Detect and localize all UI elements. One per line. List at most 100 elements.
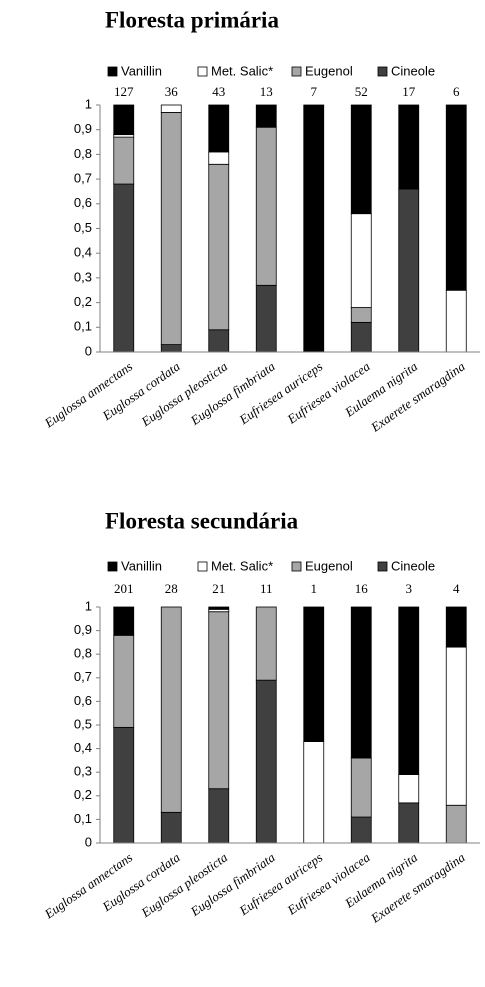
bar-segment <box>350 213 372 308</box>
y-tick-label: 0,3 <box>74 269 92 284</box>
bar-segment <box>398 802 420 844</box>
bar-segment <box>398 606 420 775</box>
y-tick-label: 0,2 <box>74 787 92 802</box>
x-tick-label: Euglossa pleosticta <box>138 358 231 429</box>
bar-count: 13 <box>260 84 273 99</box>
bar-segment <box>160 112 182 345</box>
bar-segment <box>160 811 182 844</box>
y-tick-label: 0,2 <box>74 294 92 309</box>
chart-title: Floresta primária <box>105 7 279 32</box>
bar-count: 6 <box>453 84 460 99</box>
y-tick-label: 0,4 <box>74 245 92 260</box>
bar-segment <box>255 104 277 128</box>
x-tick-label: Eufriesea violacea <box>284 849 373 918</box>
bar-segment <box>445 646 467 806</box>
y-tick-label: 1 <box>85 96 92 111</box>
legend-label: Met. Salic* <box>211 63 273 78</box>
bar-segment <box>350 321 372 353</box>
bar-segment <box>255 284 277 353</box>
bar-count: 3 <box>406 581 413 596</box>
y-tick-label: 0,7 <box>74 669 92 684</box>
y-tick-label: 0,8 <box>74 146 92 161</box>
legend-swatch <box>197 66 208 77</box>
x-tick-label: Eufriesea violacea <box>284 358 373 427</box>
bar-count: 11 <box>260 581 273 596</box>
bar-segment <box>113 634 135 728</box>
legend-label: Cineole <box>391 63 435 78</box>
bar-segment <box>208 606 230 610</box>
y-tick-label: 1 <box>85 598 92 613</box>
bar-segment <box>255 126 277 286</box>
x-tick-label: Euglossa fimbriata <box>187 358 278 428</box>
x-tick-label: Eufriesea auriceps <box>236 850 326 919</box>
legend-label: Vanillin <box>121 558 162 573</box>
bar-segment <box>160 104 182 113</box>
bar-segment <box>303 741 325 844</box>
bar-segment <box>208 163 230 331</box>
legend-swatch <box>197 561 208 572</box>
bar-segment <box>445 289 467 353</box>
y-tick-label: 0,7 <box>74 171 92 186</box>
x-tick-label: Euglossa fimbriata <box>187 849 278 919</box>
bar-segment <box>113 606 135 636</box>
y-tick-label: 0,4 <box>74 740 92 755</box>
bar-count: 1 <box>311 581 318 596</box>
chart-title: Floresta secundária <box>105 508 299 533</box>
bar-segment <box>255 606 277 681</box>
bar-segment <box>160 606 182 813</box>
y-tick-label: 0,9 <box>74 622 92 637</box>
legend-swatch <box>291 561 302 572</box>
bar-segment <box>350 104 372 215</box>
bar-segment <box>350 606 372 759</box>
bar-count: 201 <box>114 581 134 596</box>
x-tick-label: Eufriesea auriceps <box>236 359 326 428</box>
bar-count: 52 <box>355 84 368 99</box>
bar-count: 17 <box>402 84 416 99</box>
bar-segment <box>208 151 230 165</box>
bar-segment <box>445 804 467 844</box>
bar-segment <box>113 136 135 185</box>
y-tick-label: 0,3 <box>74 764 92 779</box>
y-tick-label: 0,6 <box>74 693 92 708</box>
y-tick-label: 0,1 <box>74 811 92 826</box>
bar-segment <box>350 816 372 844</box>
bar-segment <box>350 757 372 818</box>
bar-segment <box>350 307 372 323</box>
legend-swatch <box>291 66 302 77</box>
x-tick-label: Euglossa pleosticta <box>138 849 231 920</box>
bar-segment <box>303 606 325 742</box>
bar-segment <box>208 104 230 153</box>
y-tick-label: 0,5 <box>74 220 92 235</box>
bar-segment <box>208 611 230 790</box>
y-tick-label: 0,5 <box>74 716 92 731</box>
bar-segment <box>445 104 467 291</box>
bar-segment <box>303 104 325 353</box>
bar-segment <box>208 329 230 353</box>
legend-swatch <box>107 561 118 572</box>
bar-count: 36 <box>165 84 179 99</box>
bar-segment <box>208 788 230 844</box>
y-tick-label: 0 <box>85 834 92 849</box>
legend-swatch <box>377 561 388 572</box>
bar-count: 43 <box>212 84 225 99</box>
bar-count: 127 <box>114 84 134 99</box>
bar-segment <box>160 344 182 353</box>
legend-label: Eugenol <box>305 63 353 78</box>
bar-segment <box>113 183 135 353</box>
bar-segment <box>398 774 420 804</box>
bar-segment <box>398 104 420 190</box>
legend-swatch <box>107 66 118 77</box>
bar-count: 4 <box>453 581 460 596</box>
legend-swatch <box>377 66 388 77</box>
bar-count: 16 <box>355 581 369 596</box>
y-tick-label: 0,6 <box>74 195 92 210</box>
bar-segment <box>113 104 135 136</box>
legend-label: Cineole <box>391 558 435 573</box>
bar-segment <box>113 726 135 844</box>
bar-segment <box>398 188 420 353</box>
bar-segment <box>255 679 277 844</box>
bar-count: 28 <box>165 581 178 596</box>
y-tick-label: 0 <box>85 343 92 358</box>
bar-count: 7 <box>311 84 318 99</box>
